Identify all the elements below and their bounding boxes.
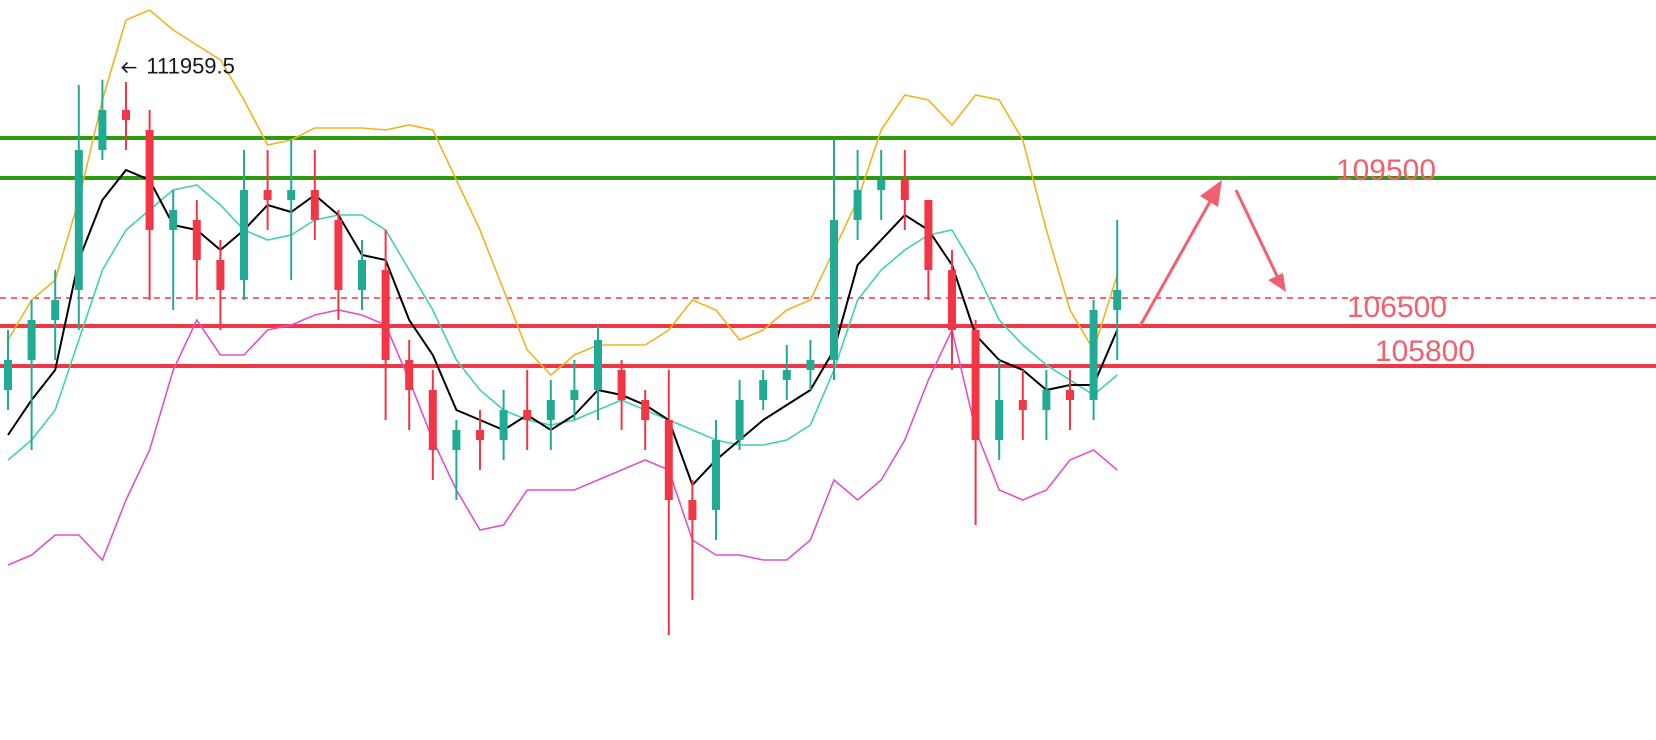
candle-body [570, 390, 579, 400]
candle-body [617, 370, 626, 400]
candle-body [759, 380, 768, 400]
arrow-head [1268, 273, 1286, 292]
level-label: 105800 [1375, 335, 1475, 368]
candle-body [900, 180, 909, 200]
candle-body [1042, 390, 1051, 410]
candle-body [428, 390, 437, 450]
candle-body [712, 440, 720, 510]
indicator-line [7, 9, 1118, 377]
candle-body [664, 420, 673, 500]
candle-body [523, 410, 532, 420]
level-label: 109500 [1336, 154, 1436, 187]
candle-body [405, 360, 414, 390]
candle-body [310, 190, 319, 220]
candle-body [1113, 290, 1122, 310]
indicator-line [7, 309, 1118, 566]
candle-body [641, 400, 650, 420]
candle-body [98, 110, 107, 150]
candle-body [145, 130, 154, 230]
candle-body [27, 320, 36, 360]
candle-body [688, 500, 697, 520]
projection-arrows [1138, 180, 1286, 327]
candle-body [853, 190, 862, 220]
candle-body [192, 220, 201, 260]
candle-body [1066, 390, 1074, 400]
candle-body [995, 400, 1004, 440]
labels: 109500 106500 105800 111959.5 [121, 53, 1475, 368]
candle-body [381, 270, 390, 360]
candle-body [830, 220, 838, 360]
candle-body [263, 190, 272, 200]
candle-body [74, 150, 83, 290]
high-arrow [121, 62, 137, 74]
candles [4, 79, 1122, 635]
candle-body [240, 190, 248, 280]
candle-body [169, 210, 178, 230]
candle-body [4, 360, 12, 390]
high-label: 111959.5 [146, 53, 235, 78]
candle-body [594, 340, 602, 390]
candle-body [287, 190, 296, 200]
candle-body [806, 360, 815, 370]
candle-body [877, 180, 886, 190]
candle-body [1018, 400, 1027, 410]
candle-body [476, 430, 484, 440]
arrow-up [1138, 197, 1214, 327]
level-label: 106500 [1347, 291, 1447, 324]
candle-body [452, 430, 461, 450]
candle-body [216, 260, 225, 290]
candle-body [924, 200, 933, 270]
candle-body [782, 370, 791, 380]
candle-body [971, 330, 980, 440]
candle-body [499, 410, 508, 440]
candle-body [735, 400, 744, 440]
candle-body [334, 220, 343, 290]
candle-body [948, 270, 956, 330]
candle-body [358, 260, 366, 290]
candle-body [122, 110, 130, 120]
candle-body [51, 300, 60, 320]
levels [0, 136, 1656, 368]
candle-body [1089, 310, 1098, 400]
arrow-down [1234, 189, 1280, 279]
candle-body [546, 400, 555, 420]
arrow-head [1200, 180, 1222, 207]
